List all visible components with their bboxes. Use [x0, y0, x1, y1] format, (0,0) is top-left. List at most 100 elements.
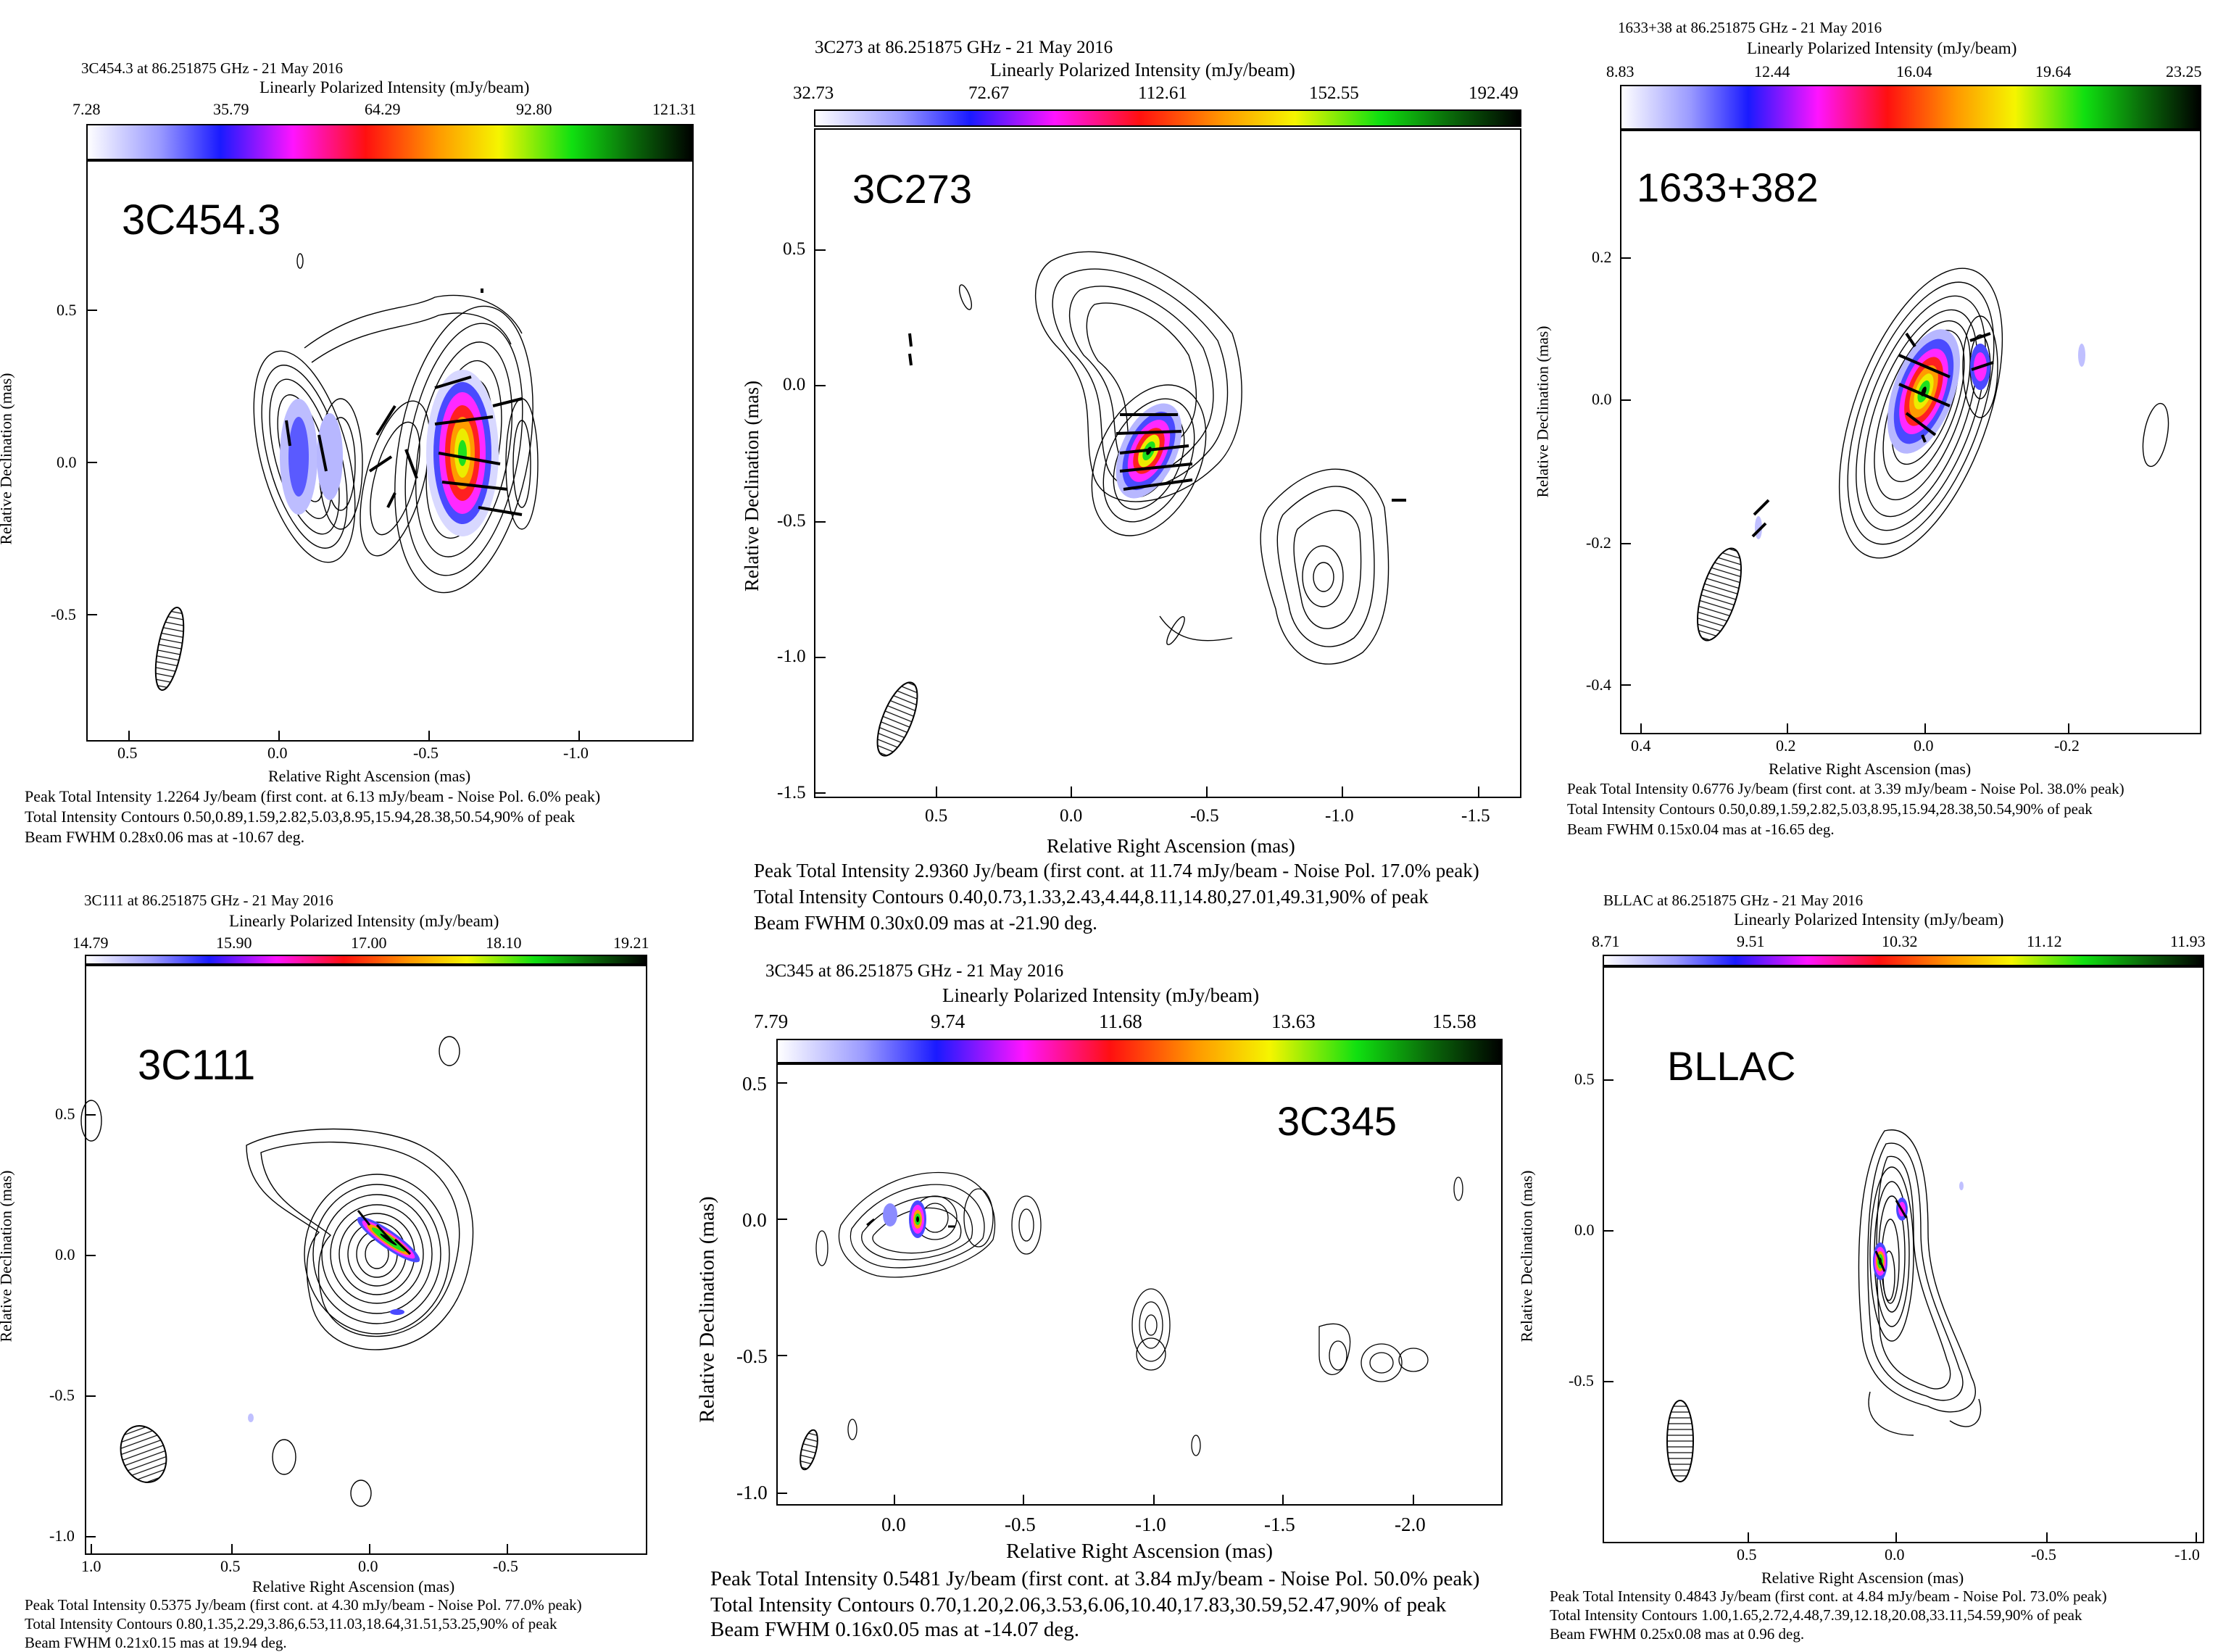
evpa-ticks — [285, 289, 523, 516]
xtick-label: 0.4 — [1631, 736, 1651, 755]
colorbar-title: Linearly Polarized Intensity (mJy/beam) — [1747, 39, 2017, 57]
total-intensity-contours — [815, 1171, 1463, 1456]
colorbar-tick: 32.73 — [793, 83, 834, 103]
ytick-label: 0.5 — [783, 239, 806, 259]
xtick-label: -1.0 — [2175, 1545, 2200, 1564]
xtick-label: -1.0 — [1325, 806, 1354, 826]
colorbar-tick: 92.80 — [516, 100, 552, 118]
evpa-ticks — [1874, 1200, 1908, 1272]
xtick-label: 0.5 — [220, 1557, 241, 1575]
xtick-label: 0.2 — [1776, 736, 1796, 755]
pol-intensity-blobs — [248, 1216, 420, 1422]
ytick-label: 0.5 — [742, 1073, 767, 1095]
xtick-label: 0.5 — [117, 744, 138, 762]
x-axis-label: Relative Right Ascension (mas) — [1006, 1540, 1274, 1563]
colorbar-title: Linearly Polarized Intensity (mJy/beam) — [259, 78, 530, 96]
ytick-label: -1.0 — [49, 1527, 75, 1545]
evpa-ticks — [866, 1218, 955, 1228]
xtick-label: 0.5 — [925, 806, 948, 826]
panel-bllac: BLLAC at 86.251875 GHz - 21 May 2016 Lin… — [1518, 870, 2218, 1644]
ytick-label: 0.0 — [55, 1245, 75, 1263]
ytick-label: -1.0 — [736, 1482, 768, 1503]
panel-header: 1633+38 at 86.251875 GHz - 21 May 2016 — [1618, 19, 1882, 36]
caption-line: Beam FWHM 0.30x0.09 mas at -21.90 deg. — [754, 912, 1097, 934]
caption-line: Total Intensity Contours 0.40,0.73,1.33,… — [754, 886, 1429, 908]
colorbar-tick: 23.25 — [2166, 62, 2202, 80]
xtick-label: 0.0 — [267, 744, 288, 762]
caption-line: Total Intensity Contours 0.50,0.89,1.59,… — [25, 808, 576, 826]
colorbar-tick: 7.28 — [72, 100, 101, 118]
colorbar-tick: 8.83 — [1606, 62, 1635, 80]
plot-1633 — [1620, 85, 2201, 734]
xtick-label: 0.5 — [1737, 1545, 1757, 1564]
colorbar — [814, 109, 1521, 127]
caption-line: Peak Total Intensity 1.2264 Jy/beam (fir… — [25, 787, 601, 805]
xtick-label: -1.0 — [563, 744, 589, 762]
x-axis-label: Relative Right Ascension (mas) — [252, 1577, 455, 1595]
source-label: 3C111 — [138, 1042, 256, 1089]
ytick-label: 0.0 — [1592, 390, 1612, 408]
caption-line: Beam FWHM 0.21x0.15 mas at 19.94 deg. — [25, 1634, 287, 1651]
xtick-label: -0.5 — [1190, 806, 1219, 826]
ytick-label: -0.5 — [51, 605, 76, 623]
ytick-label: 0.5 — [57, 301, 77, 319]
xtick-label: -1.5 — [1461, 806, 1490, 826]
colorbar-tick: 9.51 — [1737, 932, 1765, 950]
beam-ellipse — [154, 606, 185, 692]
ytick-label: 0.0 — [57, 453, 77, 471]
caption-line: Total Intensity Contours 0.70,1.20,2.06,… — [710, 1593, 1447, 1616]
panel-header: 3C345 at 86.251875 GHz - 21 May 2016 — [765, 961, 1064, 981]
xtick-label: 1.0 — [81, 1557, 101, 1575]
xtick-label: -0.5 — [1005, 1514, 1036, 1535]
colorbar-tick: 18.10 — [486, 934, 522, 952]
ytick-label: -0.2 — [1586, 534, 1611, 552]
beam-ellipse — [799, 1429, 818, 1471]
plot-bllac — [1603, 955, 2204, 1543]
ticks — [815, 249, 1479, 797]
colorbar-tick: 19.64 — [2035, 62, 2072, 80]
colorbar-tick: 16.04 — [1896, 62, 1932, 80]
ytick-label: -1.0 — [777, 647, 806, 666]
panel-3c345: 3C345 at 86.251875 GHz - 21 May 2016 Lin… — [681, 950, 1515, 1644]
pol-intensity-blobs — [1755, 329, 2085, 539]
colorbar-tick: 64.29 — [365, 100, 401, 118]
x-axis-label: Relative Right Ascension (mas) — [1761, 1569, 1964, 1587]
beam-ellipse — [1666, 1400, 1694, 1482]
plot-frame — [86, 160, 694, 742]
y-axis-label: Relative Declination (mas) — [695, 1196, 719, 1423]
xtick-label: 0.0 — [1914, 736, 1934, 755]
pol-intensity-blobs — [883, 1200, 926, 1238]
source-label: 1633+382 — [1637, 165, 1819, 210]
caption-line: Beam FWHM 0.25x0.08 mas at 0.96 deg. — [1550, 1625, 1805, 1643]
pol-intensity-blobs — [280, 370, 499, 536]
source-label: 3C345 — [1277, 1098, 1397, 1144]
ytick-label: -0.5 — [736, 1345, 768, 1367]
plot-3c345 — [776, 1039, 1503, 1506]
panel-3c273: 3C273 at 86.251875 GHz - 21 May 2016 Lin… — [725, 0, 1544, 950]
colorbar — [85, 955, 647, 965]
plot-frame — [85, 965, 647, 1555]
colorbar-tick: 121.31 — [652, 100, 697, 118]
colorbar-tick: 15.58 — [1432, 1010, 1476, 1032]
source-label: 3C454.3 — [122, 196, 281, 244]
plot-3c111 — [80, 955, 647, 1555]
caption-line: Peak Total Intensity 0.4843 Jy/beam (fir… — [1550, 1587, 2107, 1605]
caption-line: Peak Total Intensity 0.5481 Jy/beam (fir… — [710, 1567, 1480, 1590]
ytick-label: 0.5 — [55, 1105, 75, 1123]
panel-header: 3C273 at 86.251875 GHz - 21 May 2016 — [815, 38, 1113, 57]
ytick-label: 0.0 — [783, 375, 806, 394]
colorbar-title: Linearly Polarized Intensity (mJy/beam) — [942, 984, 1260, 1006]
ticks — [1603, 1079, 2197, 1543]
beam-ellipse — [120, 1425, 167, 1483]
ytick-label: 0.5 — [1574, 1070, 1595, 1088]
xtick-label: -0.5 — [493, 1557, 518, 1575]
colorbar-tick: 72.67 — [968, 83, 1010, 103]
colorbar-tick: 192.49 — [1469, 83, 1519, 103]
ytick-label: 0.2 — [1592, 248, 1612, 266]
colorbar-tick: 8.71 — [1592, 932, 1620, 950]
plot-frame — [814, 128, 1521, 798]
ytick-label: -0.5 — [777, 511, 806, 531]
ytick-label: -0.5 — [1569, 1371, 1594, 1390]
caption-line: Beam FWHM 0.28x0.06 mas at -10.67 deg. — [25, 828, 305, 846]
